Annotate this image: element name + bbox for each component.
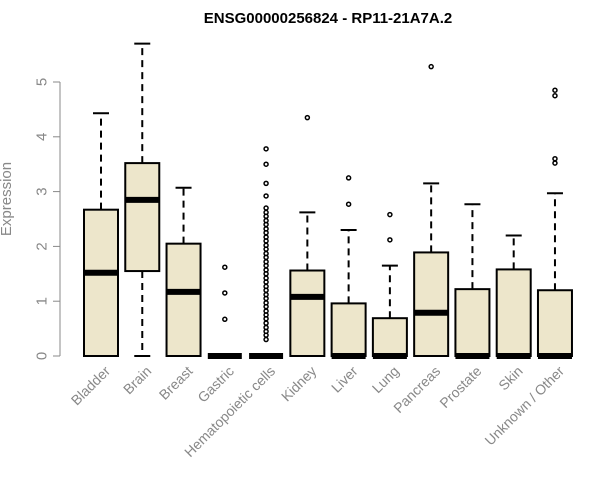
box-pancreas (413, 63, 450, 357)
outlier-point (222, 290, 228, 296)
y-tick-label: 2 (34, 242, 51, 250)
outlier-point (263, 283, 269, 290)
outlier-point (263, 234, 269, 240)
x-tick-label: Kidney (278, 363, 320, 405)
outlier-point (263, 217, 269, 224)
box-rect (124, 162, 161, 273)
outlier-point (387, 237, 393, 243)
outlier-point (263, 250, 269, 257)
box-rect (413, 251, 450, 357)
outlier-point (263, 324, 269, 331)
outlier-point (263, 242, 269, 249)
outlier-point (387, 211, 393, 218)
chart-title: ENSG00000256824 - RP11-21A7A.2 (204, 10, 453, 27)
outlier-point (263, 209, 269, 216)
outlier-point (263, 300, 269, 306)
x-tick-label: Skin (495, 363, 526, 394)
outlier-point (345, 175, 352, 181)
y-axis-label: Expression (0, 162, 15, 236)
box-rect (454, 288, 491, 358)
x-tick-label: Brain (120, 363, 154, 397)
box-skin (495, 234, 532, 359)
outlier-point (263, 308, 269, 314)
outlier-point (263, 193, 269, 199)
outlier-point (263, 291, 269, 298)
outlier-point (263, 180, 269, 187)
boxes-group (83, 42, 573, 359)
box-lung (371, 211, 408, 359)
outlier-point (263, 275, 269, 281)
outlier-point (552, 92, 558, 99)
x-tick-label: Liver (328, 363, 361, 396)
y-tick-label: 1 (34, 297, 51, 305)
outlier-point (263, 146, 269, 152)
outlier-point (263, 258, 269, 265)
box-hematopoietic-cells (249, 146, 284, 359)
outlier-point (552, 87, 558, 93)
box-brain (124, 42, 161, 357)
box-prostate (454, 203, 491, 359)
box-gastric (207, 264, 242, 359)
box-rect (289, 269, 326, 357)
x-tick-label: Bladder (68, 363, 114, 409)
outlier-point (552, 155, 558, 162)
y-tick-label: 4 (34, 133, 51, 141)
box-unknown-other (536, 87, 573, 359)
outlier-point (263, 267, 269, 273)
box-rect (330, 302, 367, 357)
box-rect (495, 268, 532, 357)
outlier-point (428, 63, 434, 70)
x-tick-label: Lung (369, 363, 402, 396)
x-tick-label: Prostate (436, 363, 484, 411)
box-rect (165, 242, 202, 357)
outlier-point (263, 161, 269, 167)
outlier-point (222, 316, 228, 323)
y-tick-label: 5 (34, 78, 51, 86)
outlier-point (263, 205, 269, 211)
outlier-point (222, 264, 228, 270)
box-liver (330, 175, 367, 359)
outlier-point (263, 336, 269, 343)
box-breast (165, 186, 202, 357)
outlier-point (263, 320, 269, 326)
y-axis: 0 1 2 3 4 5 (34, 78, 61, 360)
box-rect (83, 208, 119, 357)
outlier-point (552, 160, 558, 166)
y-tick-label: 0 (34, 352, 51, 360)
x-tick-label: Breast (156, 363, 196, 403)
y-tick-label: 3 (34, 187, 51, 195)
box-rect (536, 289, 573, 357)
box-rect (371, 317, 408, 357)
outlier-point (345, 201, 352, 207)
box-bladder (83, 112, 119, 357)
outlier-point (304, 114, 311, 121)
box-kidney (289, 114, 326, 357)
outlier-point (263, 226, 269, 232)
